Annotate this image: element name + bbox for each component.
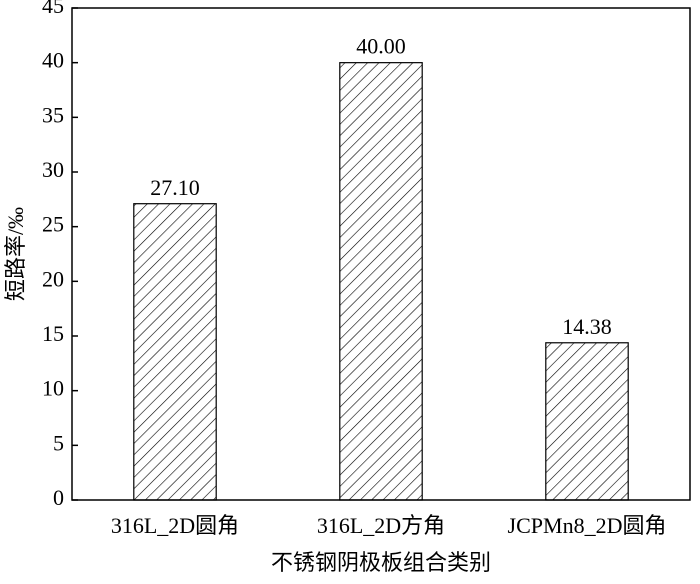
- bar: [339, 62, 423, 501]
- y-tick-label: 25: [42, 212, 64, 237]
- y-tick-label: 35: [42, 102, 64, 127]
- value-label: 14.38: [562, 314, 612, 339]
- plot-frame: [71, 7, 691, 501]
- value-label: 40.00: [356, 34, 406, 59]
- y-tick-label: 40: [42, 48, 64, 73]
- bar: [133, 203, 217, 501]
- y-tick-label: 10: [42, 376, 64, 401]
- y-axis-label: 短路率/‰: [3, 207, 28, 301]
- y-tick-label: 5: [53, 430, 64, 455]
- y-tick-label: 0: [53, 485, 64, 510]
- y-tick-label: 20: [42, 266, 64, 291]
- x-tick-label: JCPMn8_2D圆角: [508, 513, 667, 538]
- x-tick-label: 316L_2D圆角: [111, 513, 239, 538]
- x-tick-label: 316L_2D方角: [317, 513, 445, 538]
- x-axis-label: 不锈钢阴极板组合类别: [271, 550, 491, 575]
- y-tick-label: 15: [42, 321, 64, 346]
- value-label: 27.10: [150, 175, 200, 200]
- bar: [545, 342, 629, 501]
- y-tick-label: 45: [42, 0, 64, 18]
- y-tick-label: 30: [42, 157, 64, 182]
